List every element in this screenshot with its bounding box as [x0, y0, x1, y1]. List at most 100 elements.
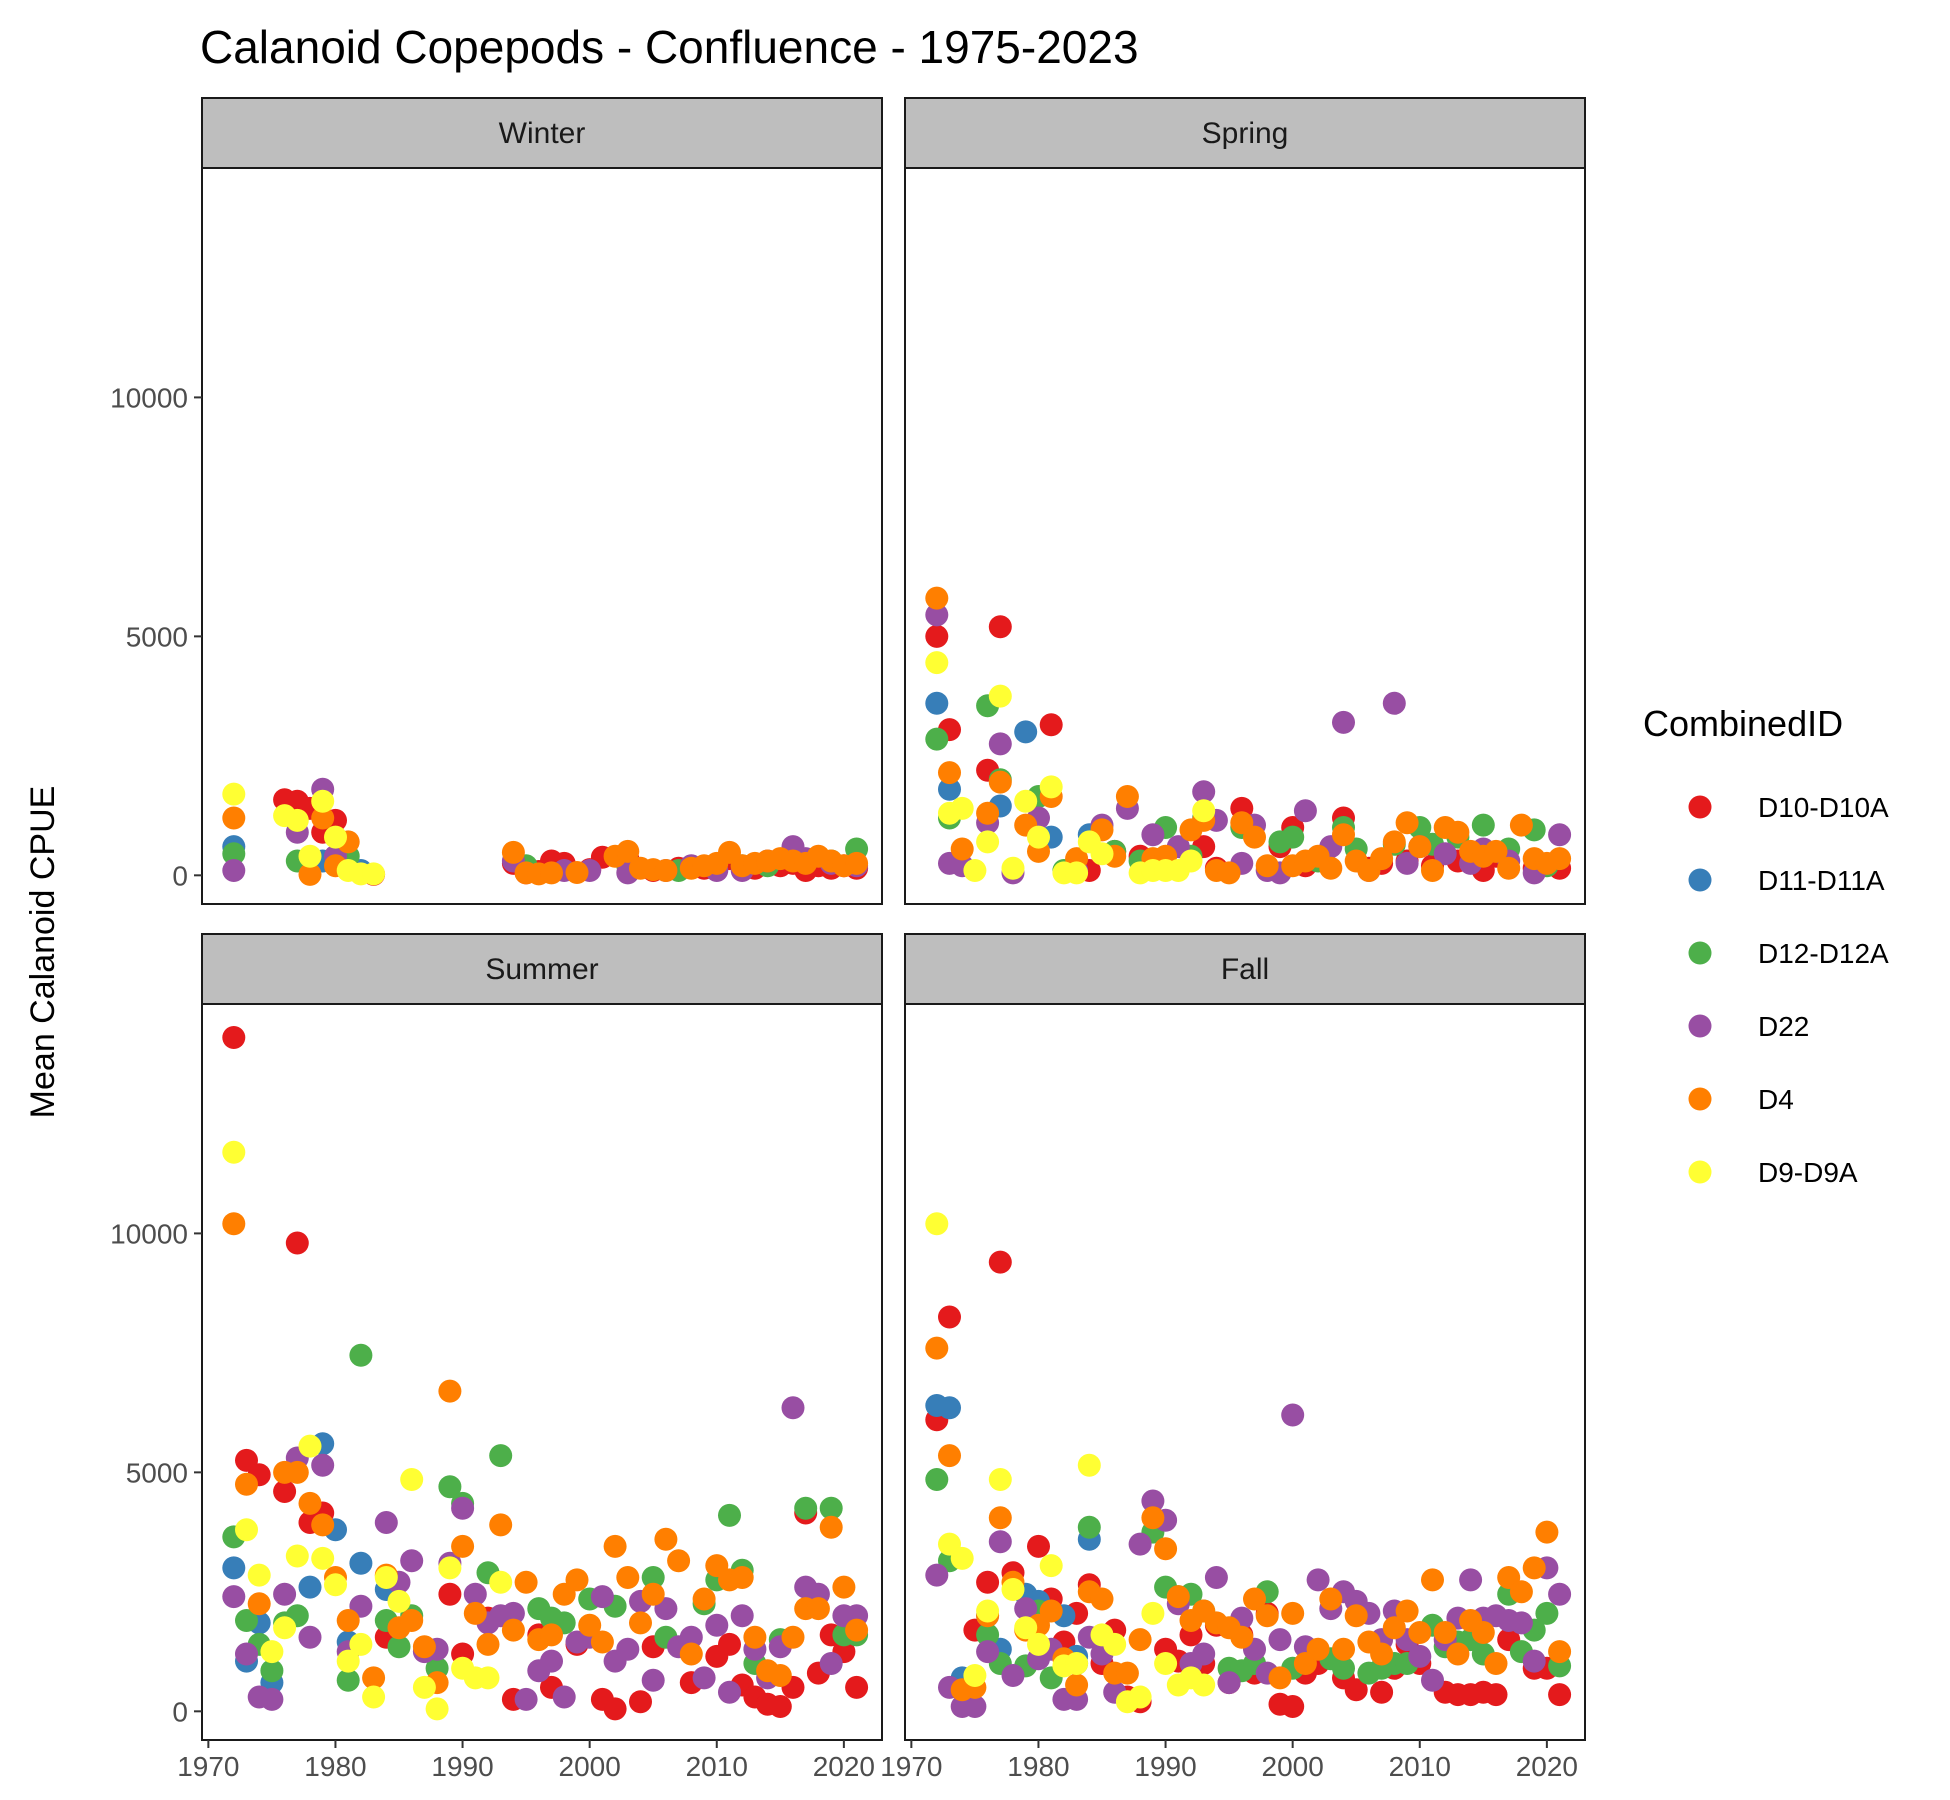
point-d10-d10a-2000 [1281, 1695, 1305, 1718]
point-d4-1997 [1243, 825, 1266, 849]
point-d10-d10a-1980 [1027, 1534, 1050, 1558]
point-d11-d11a-1978 [298, 1575, 322, 1599]
legend-label-d4: D4 [1758, 1084, 1794, 1115]
point-d4-1997 [540, 861, 563, 885]
point-d22-1978 [298, 1625, 322, 1649]
point-d4-1978 [298, 1491, 322, 1515]
point-d10-d10a-2002 [603, 1697, 627, 1721]
point-d4-2003 [1319, 856, 1343, 880]
point-d9-d9a-1978 [298, 844, 322, 868]
point-d12-d12a-1982 [349, 1343, 373, 1367]
point-d22-1994 [501, 1601, 525, 1625]
point-d9-d9a-1974 [247, 1563, 271, 1587]
point-d4-1973 [938, 761, 961, 785]
point-d9-d9a-1980 [1027, 825, 1050, 849]
point-d9-d9a-1979 [1014, 1616, 1038, 1640]
point-d11-d11a-1982 [349, 1551, 373, 1575]
point-d22-1976 [273, 1582, 297, 1606]
point-d4-2017 [1497, 856, 1521, 880]
point-d12-d12a-1984 [1077, 1515, 1101, 1539]
point-d9-d9a-1983 [362, 1685, 386, 1709]
point-d4-2012 [730, 1566, 754, 1589]
legend-item-d11-d11a: D11-D11A [1688, 865, 1885, 896]
point-d12-d12a-2005 [641, 1566, 665, 1589]
point-d9-d9a-1977 [988, 1468, 1012, 1491]
point-d4-2016 [781, 1625, 805, 1649]
x-tick-label-1990: 1990 [1134, 1751, 1196, 1782]
point-d4-2011 [1421, 1568, 1444, 1592]
legend-item-d12-d12a: D12-D12A [1688, 938, 1889, 969]
legend-key-d4 [1688, 1087, 1712, 1111]
x-tick-label-1990: 1990 [431, 1751, 493, 1782]
point-d9-d9a-1993 [1192, 1673, 1216, 1697]
legend-items: D10-D10A D11-D11A D12-D12A D22 D4 D9-D9A [1688, 792, 1889, 1188]
point-d9-d9a-1986 [400, 1468, 424, 1491]
point-d4-1999 [1268, 1666, 1292, 1690]
point-d11-d11a-1972 [222, 1556, 246, 1580]
point-d4-2008 [679, 1642, 703, 1666]
point-d22-2019 [1522, 1649, 1546, 1673]
point-d10-d10a-1981 [1039, 713, 1063, 737]
point-d4-2020 [1535, 1520, 1559, 1544]
point-d22-1975 [963, 1695, 987, 1718]
panel-border-spring [904, 167, 1586, 905]
point-d22-2010 [1408, 1644, 1432, 1668]
point-d22-2000 [1281, 1403, 1305, 1427]
point-d10-d10a-1977 [285, 1231, 309, 1255]
point-d9-d9a-1976 [976, 830, 1000, 854]
point-d22-1978 [1001, 1664, 1025, 1687]
point-d9-d9a-1981 [1039, 775, 1063, 799]
point-d4-2015 [768, 1664, 792, 1687]
point-d10-d10a-2005 [1344, 1678, 1368, 1702]
point-d22-1975 [260, 1687, 284, 1711]
point-d12-d12a-1976 [976, 1623, 1000, 1647]
point-d4-1978 [298, 862, 322, 886]
point-d22-2005 [641, 1668, 665, 1692]
point-d4-1998 [1255, 854, 1279, 878]
point-d4-1989 [1141, 1506, 1165, 1530]
x-tick-label-2020: 2020 [1516, 1751, 1578, 1782]
point-d4-1992 [476, 1632, 500, 1656]
y-tick-label-0: 0 [172, 860, 188, 891]
point-d9-d9a-1989 [438, 1556, 462, 1580]
point-d10-d10a-1989 [438, 1582, 462, 1606]
point-d4-2009 [1395, 811, 1419, 835]
point-d22-1972 [222, 1585, 246, 1609]
point-d4-2018 [1509, 813, 1533, 837]
point-d22-1994 [1204, 1566, 1228, 1589]
point-d9-d9a-1985 [1090, 842, 1114, 866]
point-d4-2008 [1382, 1616, 1406, 1640]
point-d4-2001 [590, 1630, 614, 1654]
point-d4-2015 [1471, 1621, 1495, 1644]
facet-panels: Winter 0 5000 10000 Spring Summer 0 5000 10000 19… [110, 97, 1586, 1782]
point-d4-1983 [362, 1666, 386, 1690]
x-tick-label-1980: 1980 [1007, 1751, 1069, 1782]
point-d12-d12a-2000 [1281, 825, 1305, 849]
chart-title: Calanoid Copepods - Confluence - 1975-20… [200, 21, 1139, 73]
point-d4-2011 [1421, 859, 1444, 882]
point-d4-2004 [629, 1611, 652, 1635]
point-d10-d10a-2021 [845, 1675, 869, 1699]
point-d12-d12a-1972 [925, 727, 949, 751]
point-d4-1974 [247, 1592, 271, 1616]
point-d11-d11a-1979 [1014, 720, 1038, 744]
legend-label-d11-d11a: D11-D11A [1758, 865, 1885, 896]
point-d9-d9a-1987 [412, 1675, 436, 1699]
point-d22-2011 [1421, 1668, 1444, 1692]
point-d9-d9a-1990 [1154, 1652, 1178, 1675]
legend-key-d9-d9a [1688, 1160, 1712, 1184]
point-d12-d12a-1981 [336, 1668, 360, 1692]
point-d4-1995 [1217, 861, 1241, 885]
point-d12-d12a-2015 [1471, 813, 1495, 837]
point-d22-1979 [1014, 1597, 1038, 1621]
x-tick-label-1970: 1970 [880, 1751, 942, 1782]
y-tick-label-5000: 5000 [126, 1457, 188, 1488]
point-d22-2001 [1293, 799, 1317, 823]
strip-fall [904, 933, 1586, 1005]
point-d11-d11a-1973 [938, 1396, 961, 1420]
point-d4-2010 [1408, 1621, 1432, 1644]
strip-label-summer: Summer [485, 953, 598, 986]
point-d4-2005 [1344, 1604, 1368, 1628]
point-d12-d12a-1993 [489, 1444, 513, 1468]
point-d22-2009 [1395, 851, 1419, 875]
